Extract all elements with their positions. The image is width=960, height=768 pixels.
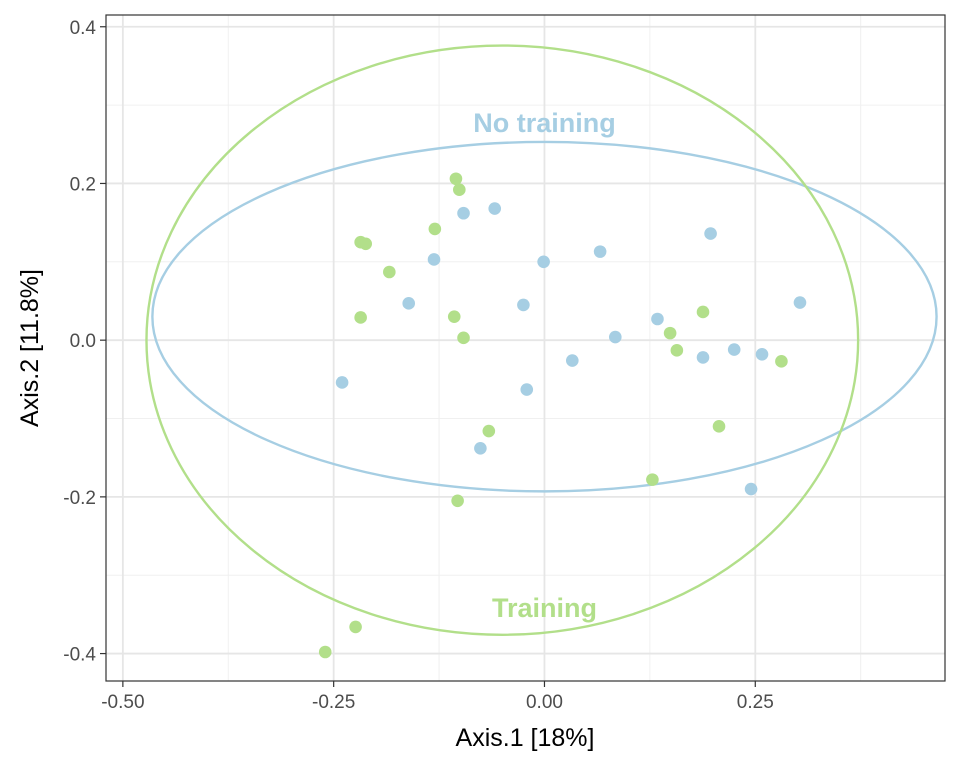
point-training bbox=[318, 645, 332, 659]
point-no-training bbox=[727, 343, 741, 356]
point-no-training bbox=[402, 297, 416, 310]
point-training bbox=[383, 265, 396, 279]
x-axis: -0.50 -0.25 0.00 0.25 bbox=[101, 681, 774, 713]
data-points bbox=[318, 172, 807, 659]
point-no-training bbox=[488, 202, 502, 215]
point-no-training bbox=[609, 330, 622, 344]
point-no-training bbox=[755, 347, 769, 361]
point-training bbox=[449, 172, 463, 186]
x-tick-label: -0.25 bbox=[312, 692, 355, 713]
group-annotations: No training Training bbox=[473, 108, 616, 623]
point-no-training bbox=[427, 253, 441, 266]
plot-panel-border bbox=[105, 14, 946, 682]
x-axis-title: Axis.1 [18%] bbox=[456, 724, 595, 752]
y-tick-label: -0.2 bbox=[63, 488, 96, 509]
point-no-training bbox=[520, 383, 534, 396]
point-no-training bbox=[537, 255, 550, 269]
y-tick-label: -0.4 bbox=[63, 645, 96, 666]
point-no-training bbox=[704, 227, 717, 240]
point-no-training bbox=[517, 298, 530, 312]
y-axis-title: Axis.2 [11.8%] bbox=[16, 269, 44, 427]
point-training bbox=[696, 305, 710, 319]
point-training bbox=[670, 344, 684, 357]
point-no-training bbox=[696, 351, 710, 364]
point-training bbox=[712, 420, 726, 433]
ellipse-no-training bbox=[151, 140, 938, 493]
point-no-training bbox=[793, 296, 807, 309]
point-no-training bbox=[651, 312, 664, 326]
point-no-training bbox=[593, 245, 607, 258]
point-training bbox=[482, 424, 496, 438]
point-training bbox=[447, 310, 461, 323]
y-tick-label: 0.0 bbox=[70, 331, 96, 352]
point-no-training bbox=[335, 376, 349, 389]
point-no-training bbox=[457, 206, 470, 220]
point-no-training bbox=[474, 441, 487, 455]
point-training bbox=[453, 183, 466, 197]
y-tick-label: 0.2 bbox=[70, 174, 96, 195]
confidence-ellipses bbox=[145, 44, 938, 636]
y-axis: -0.4 -0.2 0.0 0.2 0.4 bbox=[63, 18, 106, 666]
point-training bbox=[775, 355, 788, 368]
plot-panel-background bbox=[106, 15, 945, 681]
major-gridlines bbox=[106, 15, 945, 681]
x-tick-label: 0.00 bbox=[526, 692, 563, 713]
point-no-training bbox=[744, 482, 758, 496]
x-tick-label: 0.25 bbox=[737, 692, 774, 713]
point-training bbox=[349, 620, 362, 634]
point-training bbox=[354, 311, 367, 324]
point-training bbox=[663, 326, 677, 340]
x-tick-label: -0.50 bbox=[101, 692, 144, 713]
annotation-no-training: No training bbox=[473, 108, 616, 138]
ellipse-training bbox=[145, 44, 860, 636]
minor-gridlines bbox=[106, 15, 945, 681]
annotation-training: Training bbox=[492, 593, 597, 623]
y-tick-label: 0.4 bbox=[70, 18, 97, 39]
point-training bbox=[646, 473, 659, 486]
point-training bbox=[457, 331, 470, 345]
point-no-training bbox=[565, 354, 579, 367]
point-training bbox=[359, 237, 373, 251]
point-training bbox=[428, 222, 442, 236]
point-training bbox=[451, 494, 464, 508]
